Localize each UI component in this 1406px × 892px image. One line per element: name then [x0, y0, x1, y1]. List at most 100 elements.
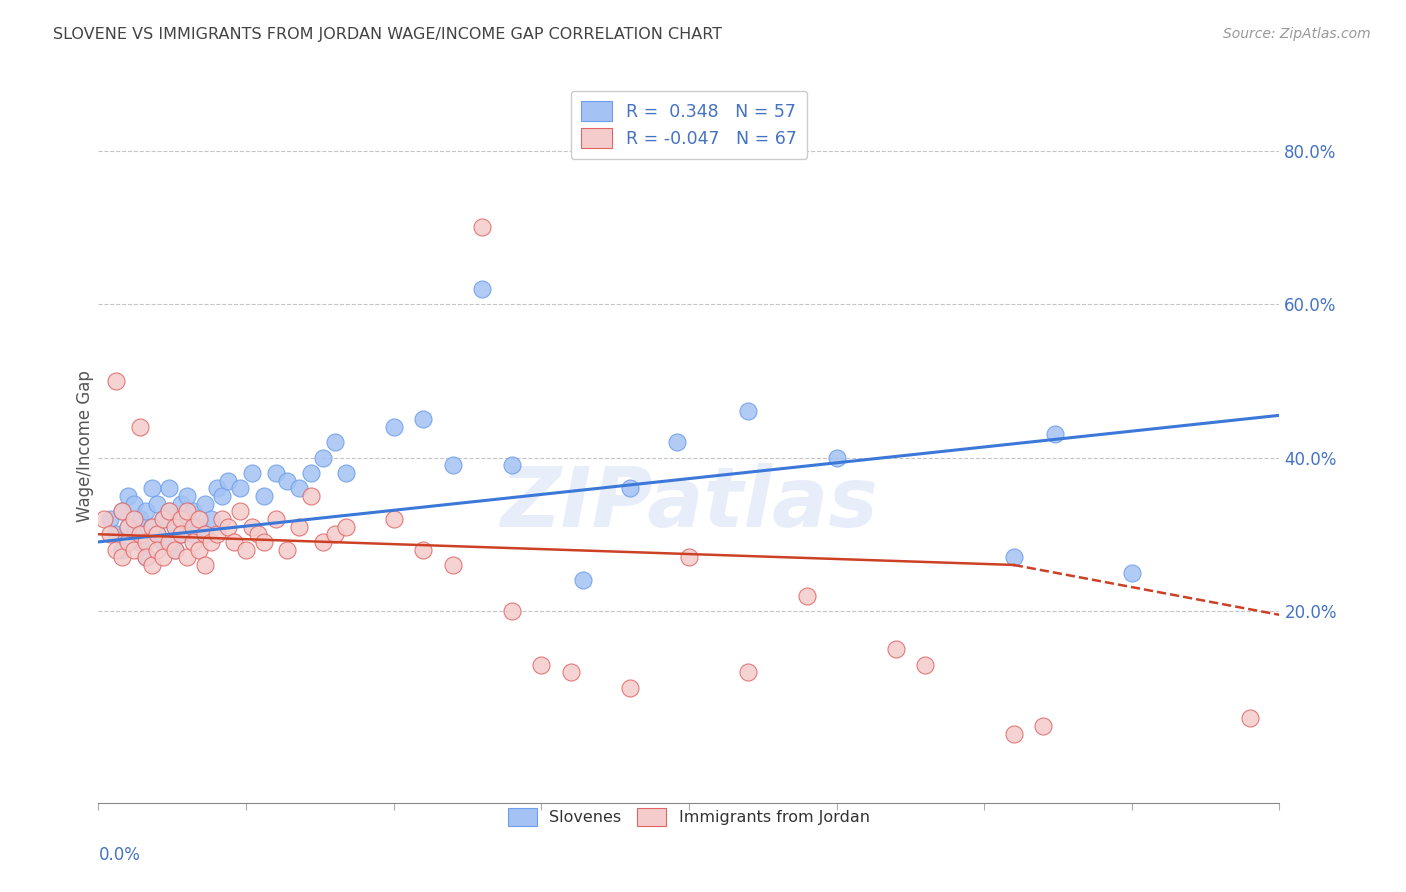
Point [471, 282, 494, 296]
Point [501, 458, 523, 473]
Point [135, 535, 157, 549]
Point [382, 419, 405, 434]
Point [217, 519, 239, 533]
Point [187, 519, 209, 533]
Point [93, 512, 115, 526]
Point [441, 458, 464, 473]
Point [165, 542, 187, 557]
Point [276, 474, 298, 488]
Point [98, 512, 121, 526]
Point [181, 527, 204, 541]
Point [181, 504, 204, 518]
Point [335, 519, 357, 533]
Point [170, 527, 193, 541]
Point [205, 481, 228, 495]
Point [1121, 566, 1143, 580]
Point [176, 489, 198, 503]
Point [157, 504, 180, 518]
Point [200, 535, 222, 549]
Point [128, 535, 150, 549]
Point [117, 519, 139, 533]
Point [229, 481, 252, 495]
Point [276, 542, 298, 557]
Point [170, 497, 193, 511]
Point [187, 512, 209, 526]
Point [825, 450, 848, 465]
Legend: Slovenes, Immigrants from Jordan: Slovenes, Immigrants from Jordan [501, 799, 877, 834]
Point [105, 527, 128, 541]
Point [181, 535, 204, 549]
Point [288, 519, 311, 533]
Point [146, 527, 169, 541]
Point [165, 542, 187, 557]
Point [176, 512, 198, 526]
Point [884, 642, 907, 657]
Point [117, 489, 139, 503]
Point [117, 519, 139, 533]
Point [194, 558, 217, 572]
Point [253, 489, 276, 503]
Text: 0.0%: 0.0% [98, 846, 141, 863]
Point [571, 574, 593, 588]
Point [1043, 427, 1066, 442]
Point [165, 519, 187, 533]
Point [200, 512, 222, 526]
Point [152, 512, 174, 526]
Point [530, 657, 553, 672]
Point [181, 519, 204, 533]
Point [141, 558, 163, 572]
Point [98, 527, 121, 541]
Point [146, 542, 169, 557]
Point [111, 504, 134, 518]
Point [560, 665, 582, 680]
Point [146, 497, 169, 511]
Text: Source: ZipAtlas.com: Source: ZipAtlas.com [1223, 27, 1371, 41]
Point [224, 535, 246, 549]
Point [152, 550, 174, 565]
Point [264, 512, 287, 526]
Point [1002, 550, 1025, 565]
Point [105, 542, 128, 557]
Point [737, 404, 759, 418]
Point [135, 550, 157, 565]
Point [122, 512, 145, 526]
Point [141, 519, 163, 533]
Point [170, 512, 193, 526]
Point [152, 512, 174, 526]
Text: SLOVENE VS IMMIGRANTS FROM JORDAN WAGE/INCOME GAP CORRELATION CHART: SLOVENE VS IMMIGRANTS FROM JORDAN WAGE/I… [53, 27, 723, 42]
Point [312, 450, 335, 465]
Point [141, 519, 163, 533]
Point [264, 466, 287, 480]
Point [412, 412, 434, 426]
Point [235, 542, 257, 557]
Point [128, 512, 150, 526]
Point [501, 604, 523, 618]
Point [135, 550, 157, 565]
Point [441, 558, 464, 572]
Point [666, 435, 689, 450]
Point [176, 550, 198, 565]
Point [1032, 719, 1054, 733]
Point [796, 589, 818, 603]
Point [246, 527, 269, 541]
Point [122, 527, 145, 541]
Point [157, 481, 180, 495]
Point [240, 519, 263, 533]
Point [1002, 727, 1025, 741]
Point [117, 535, 139, 549]
Point [176, 504, 198, 518]
Point [1239, 711, 1261, 725]
Point [122, 497, 145, 511]
Point [737, 665, 759, 680]
Point [217, 474, 239, 488]
Point [146, 527, 169, 541]
Point [128, 419, 150, 434]
Point [471, 220, 494, 235]
Point [382, 512, 405, 526]
Point [170, 527, 193, 541]
Point [157, 504, 180, 518]
Point [105, 374, 128, 388]
Point [412, 542, 434, 557]
Point [157, 535, 180, 549]
Point [253, 535, 276, 549]
